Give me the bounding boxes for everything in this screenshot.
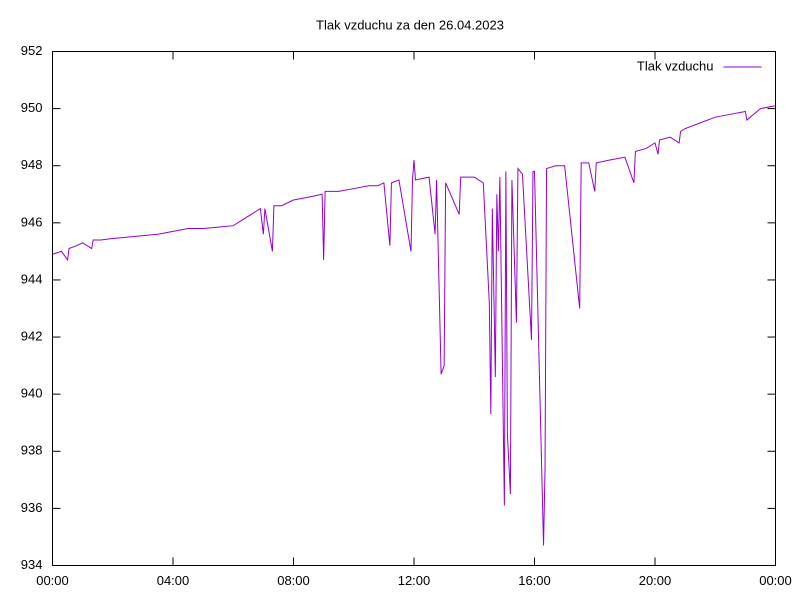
x-tick-label: 16:00 bbox=[518, 573, 551, 588]
y-tick-label: 940 bbox=[21, 386, 43, 401]
y-tick-label: 944 bbox=[21, 271, 43, 286]
y-tick-label: 942 bbox=[21, 328, 43, 343]
y-tick-label: 938 bbox=[21, 443, 43, 458]
x-tick-label: 04:00 bbox=[157, 573, 190, 588]
x-tick-label: 08:00 bbox=[277, 573, 310, 588]
y-tick-label: 948 bbox=[21, 157, 43, 172]
y-tick-label: 950 bbox=[21, 100, 43, 115]
y-tick-label: 952 bbox=[21, 43, 43, 58]
data-line bbox=[52, 105, 776, 546]
x-tick-label: 00:00 bbox=[759, 573, 792, 588]
legend-label: Tlak vzduchu bbox=[637, 58, 714, 73]
y-tick-label: 934 bbox=[21, 557, 43, 572]
chart-title: Tlak vzduchu za den 26.04.2023 bbox=[316, 17, 504, 32]
x-tick-label: 20:00 bbox=[639, 573, 672, 588]
x-tick-label: 12:00 bbox=[398, 573, 431, 588]
x-tick-label: 00:00 bbox=[36, 573, 69, 588]
y-tick-label: 936 bbox=[21, 500, 43, 515]
y-tick-label: 946 bbox=[21, 214, 43, 229]
